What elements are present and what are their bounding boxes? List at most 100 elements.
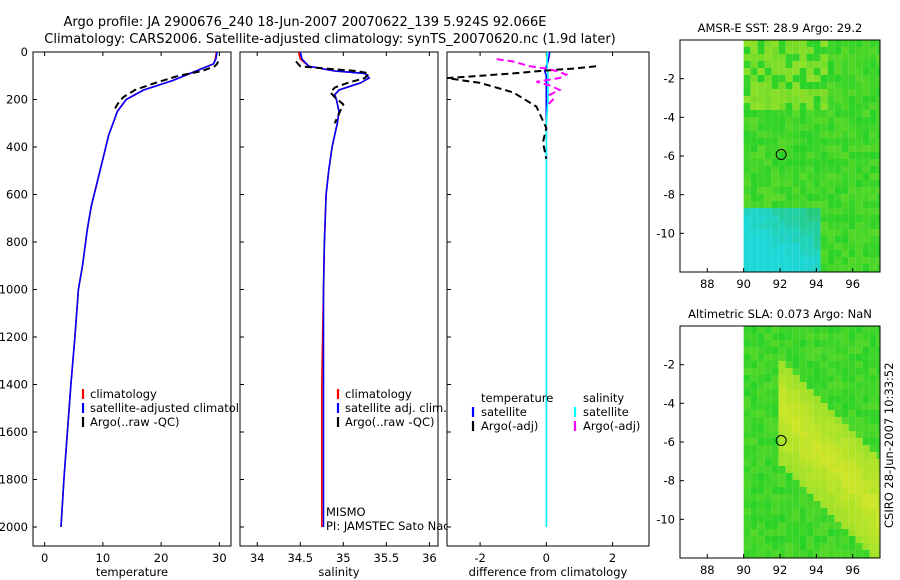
sla_map-cell	[841, 389, 849, 396]
sla_map-ytick-label: -8	[664, 474, 675, 488]
sla_map-cell	[813, 326, 821, 333]
sla_map-cell	[757, 522, 765, 529]
sst_map-cell	[778, 180, 786, 187]
sla_map-cell	[848, 543, 856, 550]
sla_map-cell	[750, 459, 758, 466]
sla_map-cell	[848, 347, 856, 354]
sst_map-cell	[757, 96, 765, 103]
sla_map-cell	[820, 333, 828, 340]
sla_map-cell	[820, 417, 828, 424]
sst_map-cell	[862, 124, 870, 131]
sla_map-cell	[855, 354, 863, 361]
sla_map-cell	[848, 473, 856, 480]
sla_map-cell	[806, 403, 814, 410]
sst_map-cell	[771, 152, 779, 159]
sla_map-ytick-label: -4	[664, 396, 675, 410]
sst_map-cell	[764, 215, 772, 222]
sst_map-cell	[750, 103, 758, 110]
sst_map-cell	[848, 40, 856, 47]
sst_map-cell	[869, 222, 877, 229]
sla_map-cell	[827, 501, 835, 508]
sst_map-cell	[813, 159, 821, 166]
sla_map-cell	[848, 424, 856, 431]
sst_map-cell	[876, 257, 880, 264]
salinity-annotation-line1: MISMO	[326, 505, 366, 519]
sla_map-cell	[848, 515, 856, 522]
sst_map-cell	[764, 180, 772, 187]
sst_map-cell	[743, 208, 751, 215]
sla_map-cell	[785, 480, 793, 487]
sla_map-cell	[764, 515, 772, 522]
sst_map-cell	[764, 89, 772, 96]
sla_map-cell	[820, 473, 828, 480]
sla_map-cell	[869, 354, 877, 361]
sla_map-cell	[876, 326, 880, 333]
sst_map-cell	[869, 236, 877, 243]
sst_map-cell	[834, 75, 842, 82]
sst_map-cell	[834, 117, 842, 124]
sla_map-cell	[813, 417, 821, 424]
sst_map-cell	[792, 54, 800, 61]
sla_map-title: Altimetric SLA: 0.073 Argo: NaN	[688, 307, 872, 321]
sst_map-cell	[848, 89, 856, 96]
sla_map-cell	[764, 347, 772, 354]
sla_map-cell	[848, 480, 856, 487]
sla_map-cell	[799, 396, 807, 403]
sla_map-cell	[792, 354, 800, 361]
sla_map-cell	[785, 473, 793, 480]
sla_map-cell	[785, 396, 793, 403]
temperature-series-argo-raw-qc-	[112, 61, 220, 112]
sst_map-cell	[757, 131, 765, 138]
sla_map-cell	[764, 403, 772, 410]
sst_map-cell	[806, 96, 814, 103]
sla_map-cell	[827, 438, 835, 445]
sla_map-cell	[827, 431, 835, 438]
sst_map-cell	[827, 68, 835, 75]
sst_map-xtick-label: 90	[736, 277, 751, 291]
sst_map-cell	[820, 103, 828, 110]
sst_map-cell	[869, 201, 877, 208]
sst_map-cell	[813, 208, 821, 215]
sst_map-cell	[813, 68, 821, 75]
sla_map-cell	[806, 487, 814, 494]
temperature-ytick-label: 2000	[0, 520, 28, 534]
sst_map-cell	[757, 187, 765, 194]
sla_map-cell	[855, 543, 863, 550]
sla_map-cell	[869, 396, 877, 403]
sla_map-cell	[743, 410, 751, 417]
sla_map-cell	[764, 550, 772, 557]
figure-title-line1: Argo profile: JA 2900676_240 18-Jun-2007…	[64, 15, 547, 30]
sst_map-cell	[799, 180, 807, 187]
sst_map-cell	[869, 117, 877, 124]
sst_map-cell	[820, 117, 828, 124]
sla_map-cell	[848, 354, 856, 361]
sst_map-cell	[771, 180, 779, 187]
sst_map-cell	[855, 208, 863, 215]
sst_map-cell	[855, 152, 863, 159]
sst_map-cell	[855, 40, 863, 47]
sst_map-cell	[764, 103, 772, 110]
sst_map-cell	[743, 264, 751, 271]
sst_map-cell	[799, 145, 807, 152]
sst_map-cell	[806, 89, 814, 96]
sla_map-cell	[869, 473, 877, 480]
sst_map-cell	[771, 61, 779, 68]
sst_map-cell	[750, 47, 758, 54]
sst_map-cell	[869, 110, 877, 117]
temperature-legend-label: Argo(..raw -QC)	[90, 415, 180, 429]
sla_map-cell	[848, 494, 856, 501]
sla_map-cell	[841, 424, 849, 431]
sst_map-cell	[785, 229, 793, 236]
sla_map-cell	[792, 445, 800, 452]
sla_map-cell	[869, 368, 877, 375]
sla_map-cell	[834, 431, 842, 438]
sla_map-cell	[813, 487, 821, 494]
sla_map-cell	[841, 452, 849, 459]
sst_map-cell	[785, 96, 793, 103]
sla_map-cell	[834, 326, 842, 333]
sla_map-cell	[764, 438, 772, 445]
sla_map-cell	[862, 466, 870, 473]
sst_map-cell	[771, 173, 779, 180]
sla_map-cell	[750, 438, 758, 445]
